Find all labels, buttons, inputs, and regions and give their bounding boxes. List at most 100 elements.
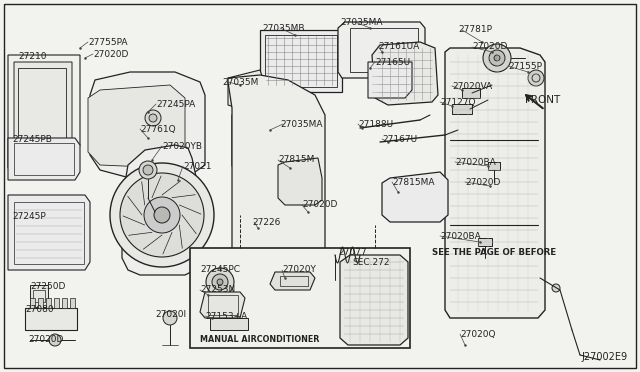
Bar [62,298,67,308]
Text: 27226: 27226 [252,218,280,227]
Text: SEE THE PAGE OF BEFORE: SEE THE PAGE OF BEFORE [432,248,556,257]
Bar [280,276,308,286]
Polygon shape [122,145,200,275]
Text: 27020YB: 27020YB [162,142,202,151]
Circle shape [149,114,157,122]
Polygon shape [368,62,412,98]
Text: SEC.272: SEC.272 [352,258,390,267]
Text: 27165U: 27165U [375,58,410,67]
Text: 27815M: 27815M [278,155,314,164]
Text: 27021: 27021 [183,162,211,171]
Text: 27020D: 27020D [93,50,129,59]
Bar [462,88,480,98]
Bar [488,162,500,170]
Polygon shape [338,22,425,78]
Polygon shape [14,62,72,155]
Bar [245,108,313,180]
Polygon shape [228,70,265,112]
Text: 27755PA: 27755PA [88,38,127,47]
Text: 27761Q: 27761Q [140,125,175,134]
Polygon shape [382,172,448,222]
Text: 27781P: 27781P [458,25,492,34]
Text: 27245PA: 27245PA [156,100,195,109]
Circle shape [49,334,61,346]
Text: 27253N: 27253N [200,285,236,294]
Bar [14,143,74,175]
Text: 27035M: 27035M [222,78,259,87]
Text: MANUAL AIRCONDITIONER: MANUAL AIRCONDITIONER [200,335,319,344]
Text: 27245P: 27245P [12,212,45,221]
Circle shape [206,268,234,296]
Polygon shape [278,158,322,205]
Polygon shape [200,292,245,318]
Circle shape [120,173,204,257]
Text: 27188U: 27188U [358,120,393,129]
Circle shape [217,279,223,285]
Polygon shape [232,100,322,185]
Text: 27020BA: 27020BA [440,232,481,241]
Bar [210,318,248,330]
Circle shape [489,50,505,66]
Polygon shape [445,48,545,318]
Text: 27020D: 27020D [302,200,337,209]
Bar [33,290,45,302]
Bar [54,298,59,308]
Circle shape [139,161,157,179]
Bar [46,298,51,308]
Bar [38,298,43,308]
Text: 27153+A: 27153+A [205,312,247,321]
Bar [70,298,75,308]
Text: 27127Q: 27127Q [440,98,476,107]
Polygon shape [8,55,80,168]
Bar [190,248,410,348]
Text: 27035MA: 27035MA [280,120,323,129]
Bar [30,285,48,307]
Bar [478,238,492,246]
Text: 27035MA: 27035MA [340,18,383,27]
Circle shape [144,197,180,233]
Bar [452,104,472,114]
Circle shape [143,165,153,175]
Polygon shape [90,72,205,178]
Text: 27245PB: 27245PB [12,135,52,144]
Text: 27250D: 27250D [30,282,65,291]
Polygon shape [88,85,185,168]
Text: 27020BA: 27020BA [455,158,496,167]
Text: 27077: 27077 [338,248,367,257]
Polygon shape [228,75,325,295]
Text: 27161UA: 27161UA [378,42,419,51]
Bar [18,68,66,148]
Text: 27020D: 27020D [465,178,500,187]
Circle shape [552,284,560,292]
Text: 27020D: 27020D [472,42,508,51]
Bar [30,298,35,308]
Circle shape [110,163,214,267]
Text: 27020D: 27020D [28,335,63,344]
Circle shape [163,311,177,325]
Text: 27080: 27080 [25,305,54,314]
Circle shape [154,207,170,223]
Text: 27020Y: 27020Y [282,265,316,274]
Polygon shape [270,272,315,290]
Polygon shape [340,255,408,345]
Bar [265,35,337,87]
Text: 27815MA: 27815MA [392,178,435,187]
Bar [350,28,418,72]
Circle shape [528,70,544,86]
Circle shape [483,44,511,72]
Text: 27167U: 27167U [382,135,417,144]
Polygon shape [8,195,90,270]
Text: 27035MB: 27035MB [262,24,305,33]
Polygon shape [8,138,80,180]
Text: FRONT: FRONT [525,95,560,105]
Bar [260,30,342,92]
Text: 27020VA: 27020VA [452,82,492,91]
Bar [208,295,238,315]
Text: 27020Q: 27020Q [460,330,495,339]
Circle shape [494,55,500,61]
Circle shape [212,274,228,290]
Text: J27002E9: J27002E9 [582,352,628,362]
Polygon shape [372,42,438,105]
Bar [25,308,77,330]
Text: 27210: 27210 [18,52,47,61]
